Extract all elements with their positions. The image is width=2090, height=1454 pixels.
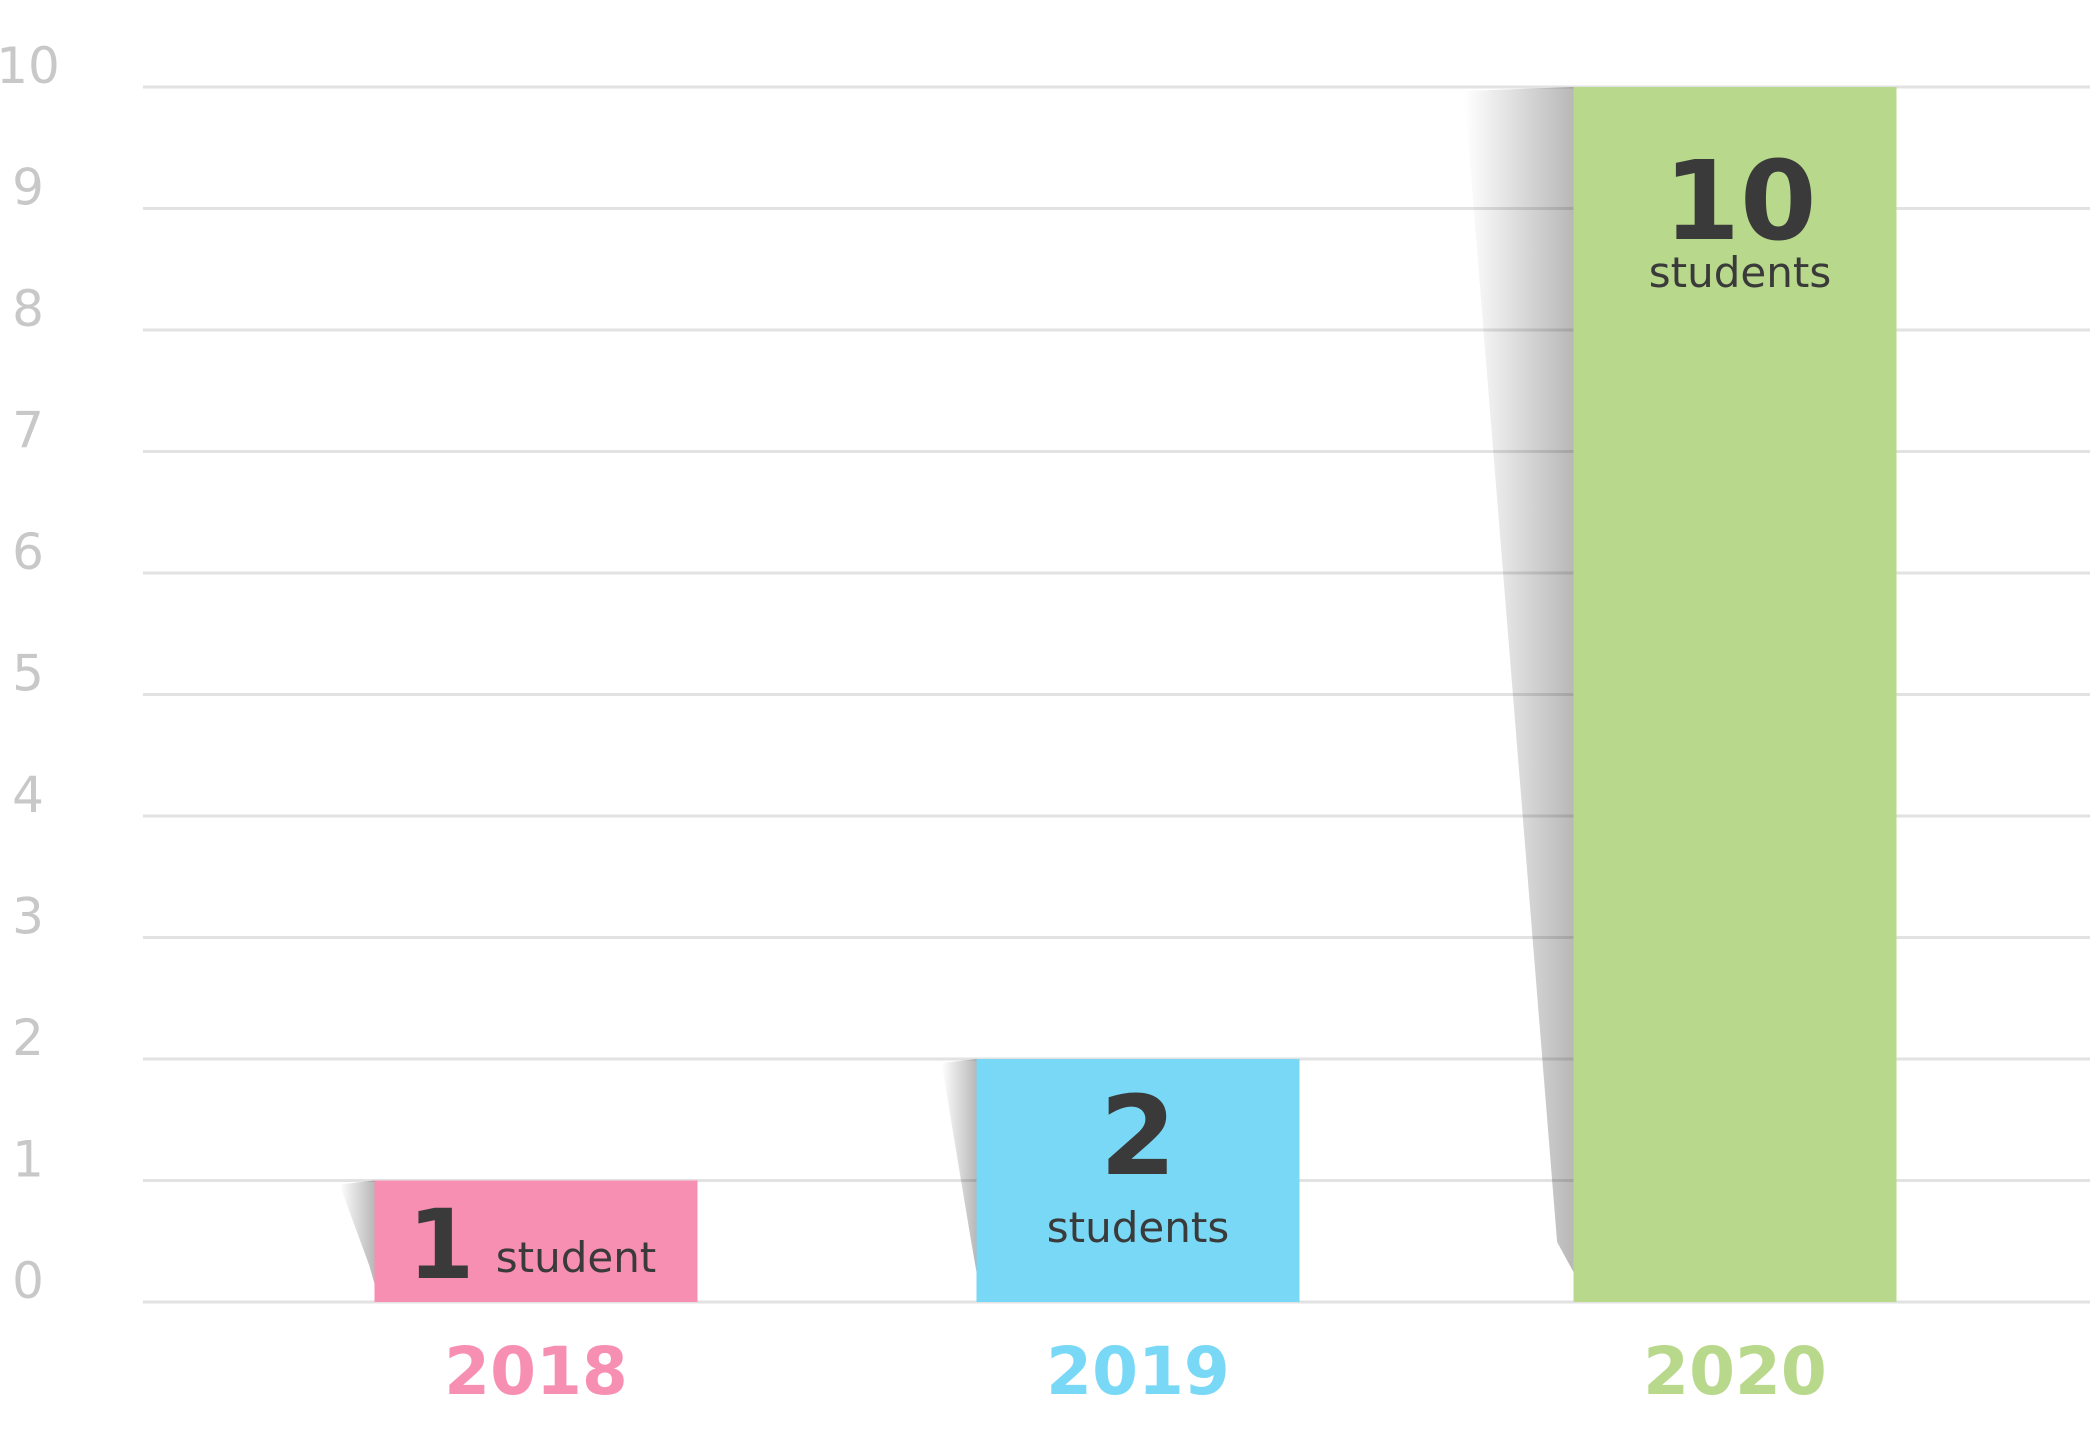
- x-tick-label: 2019: [1046, 1333, 1230, 1410]
- data-label-value: 10: [1663, 137, 1816, 265]
- y-tick-label: 4: [12, 766, 44, 824]
- bars: [374, 87, 1897, 1302]
- bar-2018: [374, 1180, 698, 1302]
- data-label-value: 1: [408, 1189, 475, 1301]
- y-axis: 0 1 2 3 4 5 6 7 8 9 10: [0, 37, 60, 1310]
- bar-2019: [976, 1059, 1300, 1302]
- data-label-value: 2: [1100, 1072, 1177, 1200]
- y-tick-label: 3: [12, 888, 44, 946]
- y-tick-label: 5: [12, 645, 44, 703]
- y-tick-label: 0: [12, 1252, 44, 1310]
- y-tick-label: 7: [12, 402, 44, 460]
- bar-shadow: [339, 1180, 375, 1284]
- bar-shadow: [1464, 87, 1574, 1272]
- y-tick-label: 6: [12, 523, 44, 581]
- bar-shadows: [339, 87, 1574, 1284]
- y-tick-label: 1: [12, 1131, 44, 1189]
- data-label-unit: students: [1047, 1203, 1229, 1252]
- x-tick-label: 2018: [444, 1333, 628, 1410]
- y-tick-label: 9: [12, 159, 44, 217]
- bar-shadow: [941, 1059, 977, 1272]
- data-label-unit: students: [1649, 248, 1831, 297]
- x-axis: 2018 2019 2020: [444, 1333, 1827, 1410]
- y-tick-label: 2: [12, 1009, 44, 1067]
- y-tick-label: 8: [12, 280, 44, 338]
- data-label-unit: student: [496, 1233, 657, 1282]
- x-tick-label: 2020: [1643, 1333, 1827, 1410]
- bar-2020: [1573, 87, 1897, 1302]
- y-tick-label: 10: [0, 37, 60, 95]
